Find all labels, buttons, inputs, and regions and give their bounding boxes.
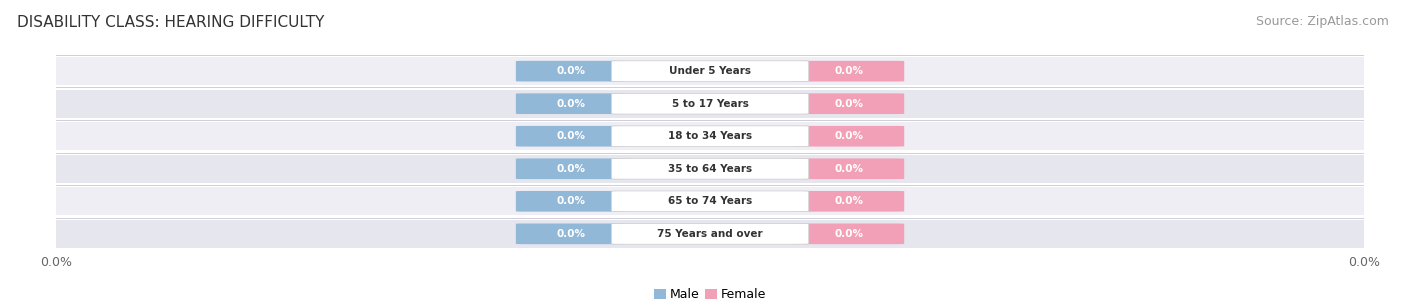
Text: 0.0%: 0.0% <box>557 196 585 206</box>
Bar <box>56 155 1364 183</box>
FancyBboxPatch shape <box>794 93 904 114</box>
Legend: Male, Female: Male, Female <box>648 283 772 305</box>
FancyBboxPatch shape <box>794 224 904 244</box>
Text: 0.0%: 0.0% <box>835 164 863 174</box>
Text: 0.0%: 0.0% <box>835 229 863 239</box>
Text: 35 to 64 Years: 35 to 64 Years <box>668 164 752 174</box>
FancyBboxPatch shape <box>794 158 904 179</box>
FancyBboxPatch shape <box>612 126 808 147</box>
Text: 5 to 17 Years: 5 to 17 Years <box>672 99 748 109</box>
FancyBboxPatch shape <box>516 158 626 179</box>
FancyBboxPatch shape <box>516 93 626 114</box>
FancyBboxPatch shape <box>794 191 904 212</box>
Text: 0.0%: 0.0% <box>835 99 863 109</box>
Bar <box>56 90 1364 117</box>
FancyBboxPatch shape <box>794 126 904 147</box>
Text: 65 to 74 Years: 65 to 74 Years <box>668 196 752 206</box>
FancyBboxPatch shape <box>612 191 808 212</box>
FancyBboxPatch shape <box>516 61 626 81</box>
Text: 0.0%: 0.0% <box>557 99 585 109</box>
Text: 0.0%: 0.0% <box>557 66 585 76</box>
Text: 18 to 34 Years: 18 to 34 Years <box>668 131 752 141</box>
FancyBboxPatch shape <box>612 224 808 244</box>
Bar <box>56 220 1364 248</box>
Text: 0.0%: 0.0% <box>835 131 863 141</box>
FancyBboxPatch shape <box>794 61 904 81</box>
Text: Under 5 Years: Under 5 Years <box>669 66 751 76</box>
Text: 0.0%: 0.0% <box>557 229 585 239</box>
FancyBboxPatch shape <box>612 93 808 114</box>
Text: 0.0%: 0.0% <box>835 66 863 76</box>
Text: 0.0%: 0.0% <box>557 164 585 174</box>
FancyBboxPatch shape <box>612 158 808 179</box>
Text: Source: ZipAtlas.com: Source: ZipAtlas.com <box>1256 15 1389 28</box>
Bar <box>56 188 1364 215</box>
Text: 75 Years and over: 75 Years and over <box>657 229 763 239</box>
Text: 0.0%: 0.0% <box>835 196 863 206</box>
Bar <box>56 122 1364 150</box>
Bar <box>56 57 1364 85</box>
FancyBboxPatch shape <box>516 126 626 147</box>
FancyBboxPatch shape <box>612 61 808 81</box>
FancyBboxPatch shape <box>516 191 626 212</box>
Text: 0.0%: 0.0% <box>557 131 585 141</box>
Text: DISABILITY CLASS: HEARING DIFFICULTY: DISABILITY CLASS: HEARING DIFFICULTY <box>17 15 325 30</box>
FancyBboxPatch shape <box>516 224 626 244</box>
